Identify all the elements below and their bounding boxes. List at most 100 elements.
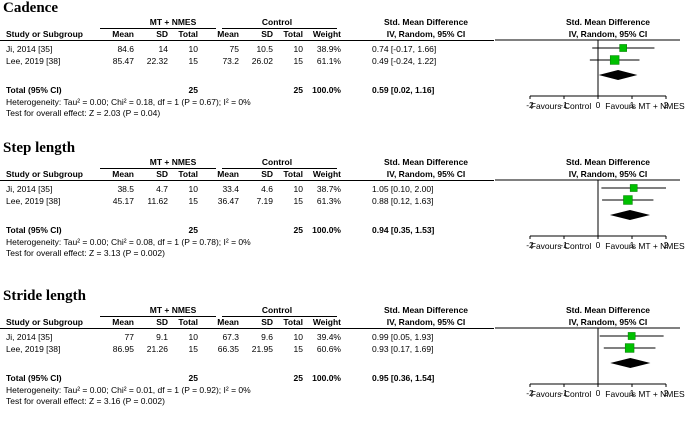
sd1-cell: 14 [158,44,168,54]
mean1-col-header: Mean [112,29,134,39]
table-top-rule [0,180,494,181]
mean1-cell: 86.95 [112,344,134,354]
effect-title-plot: Std. Mean Difference [565,157,651,167]
group1-header: MT + NMES [149,17,197,27]
effect-method-table: IV, Random, 95% CI [386,317,466,327]
total-n1: 25 [188,225,198,235]
sd2-cell: 4.6 [261,184,273,194]
total1-cell: 10 [188,332,198,342]
favours-control-label: Favours Control [530,389,592,399]
study-marker [609,55,620,65]
mean2-col-header: Mean [217,169,239,179]
mean1-cell: 84.6 [117,44,134,54]
effect-title-table: Std. Mean Difference [383,305,469,315]
forest-panel: Stride length MT + NMES Control Std. Mea… [0,288,685,426]
x-tick-label: 2 [664,388,669,398]
sd2-cell: 21.95 [251,344,273,354]
total-label: Total (95% CI) [6,85,62,95]
mean2-col-header: Mean [217,29,239,39]
heterogeneity-text: Heterogeneity: Tau² = 0.00; Chi² = 0.08,… [6,237,251,247]
total2-cell: 10 [293,332,303,342]
mean1-cell: 38.5 [117,184,134,194]
x-tick-label: -2 [526,100,534,110]
sd2-cell: 10.5 [256,44,273,54]
total-weight: 100.0% [312,85,341,95]
total1-col-header: Total [178,169,198,179]
study-name: Ji, 2014 [35] [6,184,53,194]
favours-control-label: Favours Control [530,101,592,111]
group2-header: Control [261,157,293,167]
mean2-cell: 66.35 [217,344,239,354]
mean2-cell: 73.2 [222,56,239,66]
total-n1: 25 [188,373,198,383]
header-rule [100,316,216,317]
total2-col-header: Total [283,169,303,179]
x-tick-label: 1 [630,388,635,398]
total1-col-header: Total [178,29,198,39]
x-tick-label: 2 [664,100,669,110]
total-label: Total (95% CI) [6,225,62,235]
total-n1: 25 [188,85,198,95]
pooled-diamond [609,210,651,220]
effect-method-plot: IV, Random, 95% CI [568,317,648,327]
ci-cell: 0.88 [0.12, 1.63] [372,196,434,206]
pooled-diamond [598,70,638,80]
study-name: Ji, 2014 [35] [6,44,53,54]
panel-title: Step length [3,140,76,156]
effect-method-table: IV, Random, 95% CI [386,29,466,39]
effect-method-table: IV, Random, 95% CI [386,169,466,179]
total-n2: 25 [293,85,303,95]
total1-cell: 10 [188,184,198,194]
overall-effect-text: Test for overall effect: Z = 3.16 (P = 0… [6,396,165,406]
x-tick-label: -2 [526,240,534,250]
study-name: Lee, 2019 [38] [6,56,61,66]
sd1-cell: 11.62 [147,196,168,206]
sd1-col-header: SD [156,169,168,179]
x-tick-label: -1 [560,388,568,398]
total2-col-header: Total [283,29,303,39]
sd2-col-header: SD [261,317,273,327]
sd2-cell: 9.6 [261,332,273,342]
sd2-col-header: SD [261,29,273,39]
study-name: Lee, 2019 [38] [6,344,61,354]
weight-col-header: Weight [312,29,341,39]
total2-col-header: Total [283,317,303,327]
sd1-cell: 9.1 [156,332,168,342]
header-rule [222,28,337,29]
x-tick-label: -1 [560,240,568,250]
total-weight: 100.0% [312,373,341,383]
panel-title: Stride length [3,288,86,304]
effect-title-table: Std. Mean Difference [383,157,469,167]
group2-header: Control [261,17,293,27]
total-ci: 0.94 [0.35, 1.53] [372,225,435,235]
weight-cell: 60.6% [316,344,341,354]
sd2-col-header: SD [261,169,273,179]
header-rule [222,316,337,317]
sd1-cell: 22.32 [146,56,168,66]
study-marker [624,343,635,353]
effect-title-plot: Std. Mean Difference [565,305,651,315]
x-tick-label: 1 [630,100,635,110]
x-tick-label: -1 [560,100,568,110]
favours-control-label: Favours Control [530,241,592,251]
study-marker [619,44,627,52]
group1-header: MT + NMES [149,305,197,315]
effect-title-plot: Std. Mean Difference [565,17,651,27]
x-tick-label: 2 [664,240,669,250]
group2-header: Control [261,305,293,315]
study-col-header: Study or Subgroup [6,29,83,39]
total2-cell: 10 [293,44,303,54]
forest-plot: -2 -1 0 1 2 [495,327,680,398]
x-tick-label: -2 [526,388,534,398]
overall-effect-text: Test for overall effect: Z = 2.03 (P = 0… [6,108,161,118]
favours-treatment-label: Favours MT + NMES [605,101,685,111]
header-rule [100,168,216,169]
sd1-cell: 21.26 [146,344,168,354]
mean1-col-header: Mean [112,317,134,327]
pooled-diamond [610,358,651,368]
ci-cell: 0.49 [-0.24, 1.22] [372,56,437,66]
favours-treatment-label: Favours MT + NMES [605,389,685,399]
weight-col-header: Weight [312,317,341,327]
total-n2: 25 [293,225,303,235]
header-rule [222,168,337,169]
